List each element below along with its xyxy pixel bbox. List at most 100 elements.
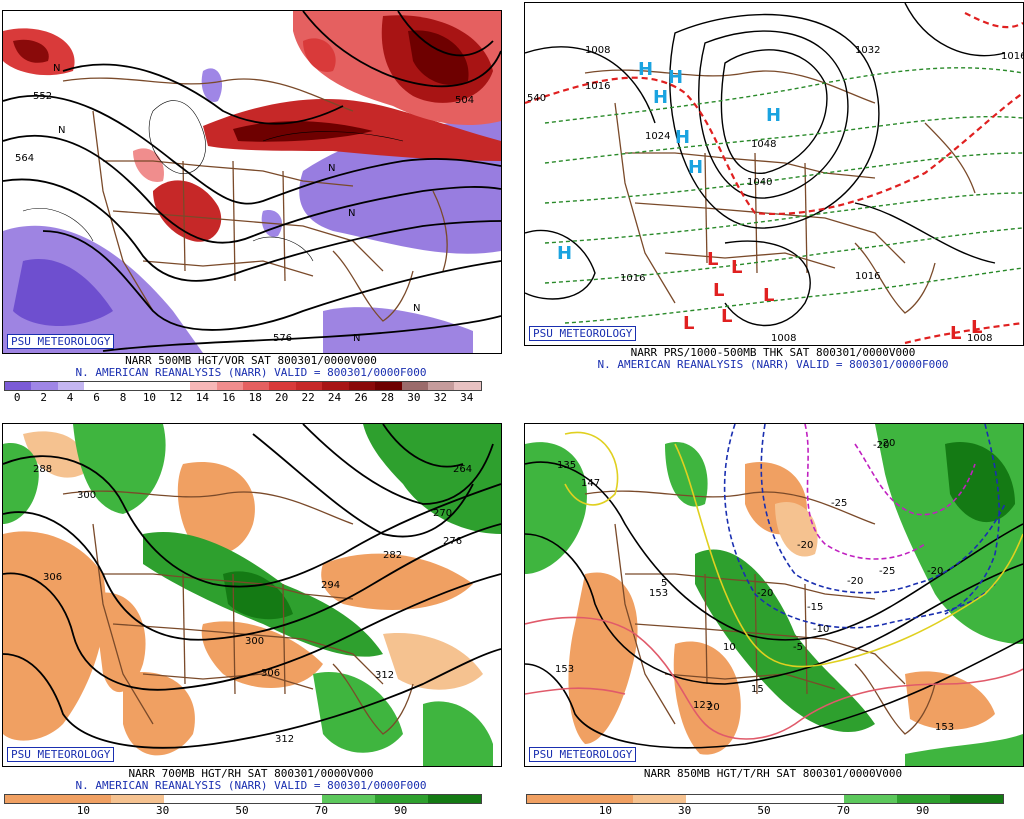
color-scale-swatch: [950, 795, 1004, 803]
contour-label: -20: [847, 576, 863, 587]
contour-label: 540: [527, 93, 546, 104]
psu-meteorology-badge: PSU METEOROLOGY: [529, 747, 637, 762]
map-850mb: 135 147 153 153 123 153 5 -25 -20 -20 -20 -15 -10 -5 1…: [524, 423, 1024, 767]
color-scale-swatch: [527, 795, 580, 803]
color-scale-swatch: [31, 382, 58, 390]
color-scale-swatch: [322, 382, 349, 390]
color-scale-swatch: [428, 382, 455, 390]
color-scale-ticks: 0 2 4 6 8 10 12 14 16 18 20 22 24 26 28 30 32 34: [4, 392, 480, 404]
contour-label: 312: [275, 734, 294, 745]
color-scale-tick-label: 30: [407, 391, 421, 404]
contour-label: -20: [757, 588, 773, 599]
color-scale-tick-label: 70: [314, 804, 328, 817]
vorticity-center-symbol: N: [353, 333, 360, 344]
color-scale-swatch: [454, 382, 481, 390]
color-scale-tick-label: 70: [836, 804, 850, 817]
contour-label: 312: [375, 670, 394, 681]
high-pressure-symbol: H: [638, 59, 653, 80]
color-scale-swatch: [216, 795, 270, 803]
color-scale-ticks: 10 30 50 70 90: [4, 805, 480, 817]
color-scale-tick-label: 30: [678, 804, 692, 817]
contour-label: 264: [453, 464, 472, 475]
contour-label: 1008: [967, 333, 992, 344]
color-scale-swatch: [322, 795, 376, 803]
contour-label: -20: [873, 440, 889, 451]
panel-title: NARR 700MB HGT/RH SAT 800301/0000V000: [128, 767, 374, 780]
color-scale-tick-label: 0: [13, 391, 21, 404]
low-pressure-symbol: L: [683, 313, 694, 334]
color-scale-swatch: [163, 795, 217, 803]
color-scale-bar: [526, 794, 1004, 804]
contour-label: 294: [321, 580, 340, 591]
low-pressure-symbol: L: [950, 323, 961, 344]
color-scale-tick-label: 20: [275, 391, 289, 404]
color-scale-tick-label: 28: [380, 391, 395, 404]
color-scale-tick-label: 24: [327, 391, 342, 404]
color-scale-swatch: [5, 795, 58, 803]
color-scale-ticks: 10 30 50 70 90: [526, 805, 1002, 817]
color-scale-swatch: [5, 382, 32, 390]
color-scale-swatch: [579, 795, 633, 803]
color-scale-swatch: [110, 795, 164, 803]
panel-valid-line: N. AMERICAN REANALYSIS (NARR) VALID = 80…: [75, 366, 427, 379]
contour-label: 276: [443, 536, 462, 547]
contour-label: 15: [751, 684, 764, 695]
vorticity-center-symbol: N: [328, 163, 335, 174]
color-scale-tick-label: 50: [757, 804, 771, 817]
contour-label: -15: [807, 602, 823, 613]
color-scale-tick-label: 50: [235, 804, 249, 817]
vorticity-map: 552 564 504 576 N N N N N N: [3, 11, 501, 353]
contour-label: 306: [261, 668, 280, 679]
high-pressure-symbol: H: [688, 157, 703, 178]
color-scale-swatch: [844, 795, 898, 803]
map-500mb: 552 564 504 576 N N N N N N PSU METEOROLOGY: [2, 10, 502, 354]
color-scale-tick-label: 22: [301, 391, 315, 404]
color-scale-swatch: [738, 795, 792, 803]
vorticity-center-symbol: N: [413, 303, 420, 314]
contour-label: 1016: [1001, 51, 1023, 62]
color-scale-swatch: [401, 382, 428, 390]
contour-label: 306: [43, 572, 62, 583]
contour-label: 1032: [855, 45, 880, 56]
panel-700mb-rh: 288 300 306 312 300 306 294 282 270 276 264 312 PSU…: [0, 421, 502, 819]
contour-label: 1008: [771, 333, 796, 344]
color-scale-swatch: [295, 382, 323, 390]
contour-label: 1016: [585, 81, 610, 92]
contour-label: -20: [879, 438, 895, 449]
panel-title: NARR 500MB HGT/VOR SAT 800301/0000V000: [125, 354, 377, 367]
panel-valid-line: N. AMERICAN REANALYSIS (NARR) VALID = 80…: [75, 779, 427, 792]
contour-label: 1008: [585, 45, 610, 56]
contour-label: 20: [707, 702, 720, 713]
low-pressure-symbol: L: [731, 257, 742, 278]
contour-label: 10: [723, 642, 736, 653]
color-scale-swatch: [428, 795, 482, 803]
contour-label: 1040: [747, 177, 772, 188]
color-scale-swatch: [685, 795, 739, 803]
color-scale-tick-label: 12: [169, 391, 183, 404]
color-scale-tick-label: 10: [76, 804, 90, 817]
low-pressure-symbol: L: [721, 306, 732, 327]
contour-label: -25: [879, 566, 895, 577]
color-scale-swatch: [84, 382, 111, 390]
color-scale-swatch: [269, 382, 296, 390]
color-scale-swatch: [791, 795, 845, 803]
contour-label: 288: [33, 464, 52, 475]
color-scale-swatch: [190, 382, 217, 390]
color-scale-bar: [4, 794, 482, 804]
color-scale-tick-label: 30: [156, 804, 170, 817]
color-scale-swatch: [163, 382, 191, 390]
color-scale-tick-label: 10: [598, 804, 612, 817]
color-scale-swatch: [110, 382, 138, 390]
color-scale-tick-label: 16: [222, 391, 236, 404]
color-scale-swatch: [57, 382, 85, 390]
psu-meteorology-badge: PSU METEOROLOGY: [7, 334, 115, 349]
low-pressure-symbol: L: [971, 317, 982, 338]
low-pressure-symbol: L: [707, 249, 718, 270]
color-scale-tick-label: 4: [66, 391, 74, 404]
contour-label: 147: [581, 478, 600, 489]
psu-meteorology-badge: PSU METEOROLOGY: [529, 326, 637, 341]
height-rh-map: 288 300 306 312 300 306 294 282 270 276 264 312: [3, 424, 501, 766]
contour-label: -20: [927, 566, 943, 577]
color-scale-tick-label: 32: [433, 391, 447, 404]
